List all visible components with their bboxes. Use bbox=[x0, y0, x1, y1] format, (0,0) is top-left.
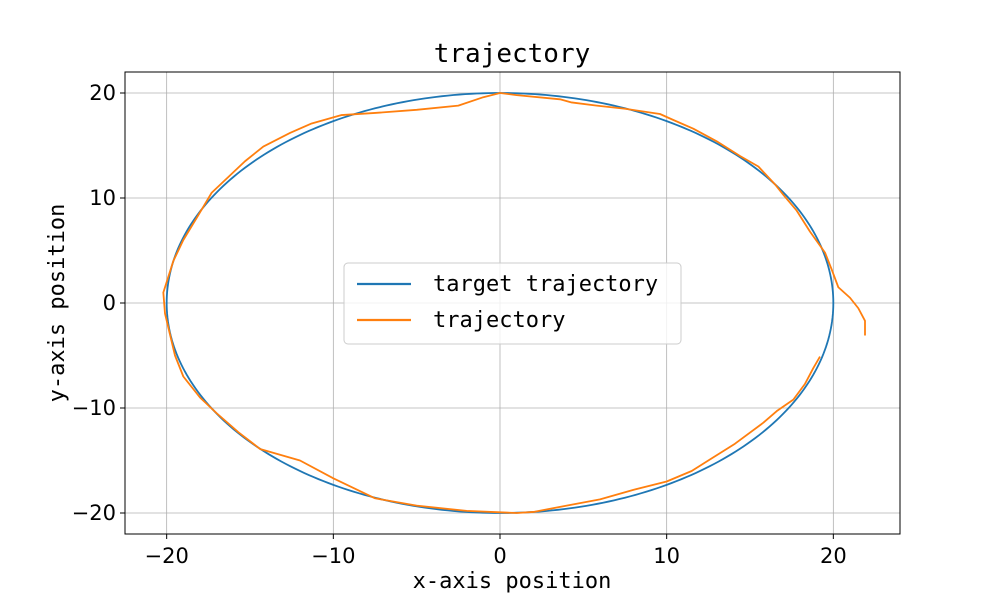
x-axis-label: x-axis position bbox=[413, 569, 612, 594]
x-tick-label: 20 bbox=[820, 544, 847, 568]
x-tick-label: −10 bbox=[311, 544, 355, 568]
legend-label-trajectory: trajectory bbox=[433, 308, 565, 333]
legend-box bbox=[343, 262, 682, 345]
x-tick-label: 10 bbox=[653, 544, 680, 568]
y-tick-label: −10 bbox=[72, 396, 116, 420]
chart-title: trajectory bbox=[434, 39, 591, 69]
series-target-trajectory-line bbox=[165, 92, 835, 514]
y-tick-label: −20 bbox=[72, 501, 116, 525]
y-axis-label: y-axis position bbox=[45, 204, 70, 403]
legend-label-target-trajectory: target trajectory bbox=[433, 272, 658, 297]
y-tick-label: 10 bbox=[89, 186, 116, 210]
y-tick-label: 20 bbox=[89, 81, 116, 105]
x-tick-label: 0 bbox=[493, 544, 506, 568]
legend: target trajectory trajectory bbox=[343, 262, 682, 345]
x-tick-label: −20 bbox=[145, 544, 189, 568]
series-trajectory-line bbox=[162, 92, 866, 514]
y-tick-label: 0 bbox=[103, 291, 116, 315]
plot-area bbox=[162, 92, 866, 514]
tick-labels: −20 −10 0 10 20 −20 −10 0 10 20 bbox=[72, 81, 847, 568]
